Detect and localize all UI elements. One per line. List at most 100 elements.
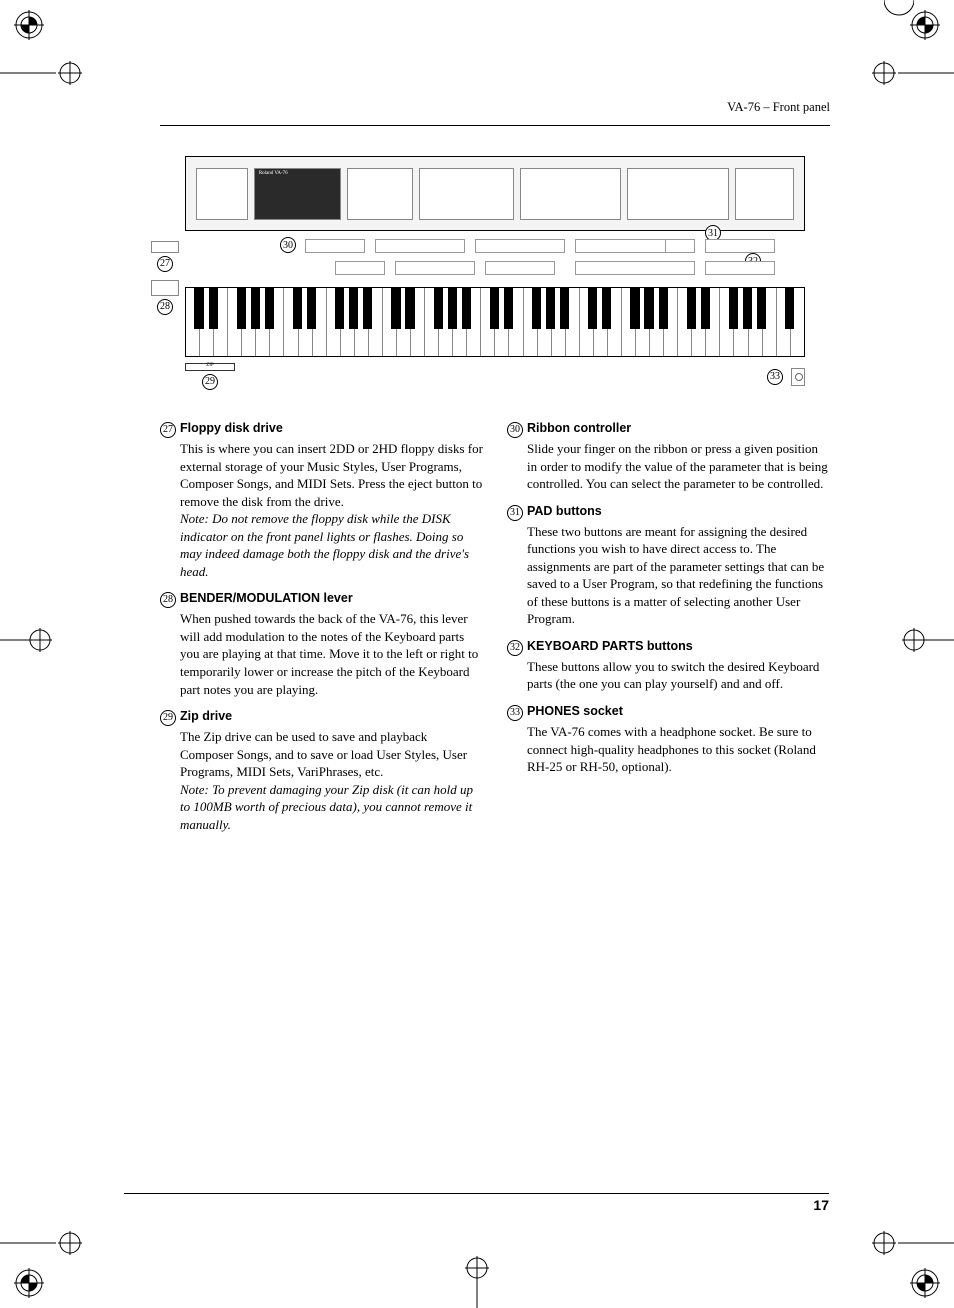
piano-black-key: [490, 288, 499, 329]
right-column: 30Ribbon controller Slide your finger on …: [507, 420, 830, 843]
callout-33: 33: [767, 369, 783, 385]
piano-black-key: [532, 288, 541, 329]
crosshair-left-top: [0, 58, 90, 88]
bender-mini-icon: [151, 280, 179, 296]
piano-black-key: [194, 288, 203, 329]
page-content: VA-76 – Front panel 27 28 Roland VA-76: [160, 100, 830, 843]
crosshair-bottom-center: [462, 1248, 492, 1308]
piano-black-key: [687, 288, 696, 329]
entry-note: Note: To prevent damaging your Zip disk …: [180, 781, 483, 834]
entry-title: Ribbon controller: [527, 420, 631, 437]
piano-black-key: [265, 288, 274, 329]
entry-title: BENDER/MODULATION lever: [180, 590, 353, 607]
entry: 28BENDER/MODULATION lever When pushed tow…: [160, 590, 483, 698]
panel-bottom-row: 29 33: [185, 363, 805, 390]
piano-key: [327, 288, 341, 356]
piano-black-key: [448, 288, 457, 329]
piano-black-key: [588, 288, 597, 329]
piano-black-key: [785, 288, 794, 329]
entry-body: These buttons allow you to switch the de…: [527, 658, 830, 693]
piano-black-key: [729, 288, 738, 329]
piano-key: [383, 288, 397, 356]
entry-body: The Zip drive can be used to save and pl…: [180, 728, 483, 833]
piano-key: [720, 288, 734, 356]
entry-number: 30: [507, 422, 523, 438]
callout-30: 30: [280, 237, 296, 253]
entry: 32KEYBOARD PARTS buttons These buttons al…: [507, 638, 830, 693]
entry-text: The Zip drive can be used to save and pl…: [180, 728, 483, 781]
piano-black-key: [757, 288, 766, 329]
page-header-title: VA-76 – Front panel: [160, 100, 830, 115]
piano-black-key: [546, 288, 555, 329]
piano-black-key: [363, 288, 372, 329]
entry-number: 28: [160, 592, 176, 608]
piano-black-key: [405, 288, 414, 329]
entry-text: The VA-76 comes with a headphone socket.…: [527, 723, 830, 776]
piano-key: [228, 288, 242, 356]
crosshair-left-mid: [0, 625, 60, 655]
piano-black-key: [349, 288, 358, 329]
entry-number: 32: [507, 640, 523, 656]
piano-black-key: [209, 288, 218, 329]
crosshair-right-mid: [894, 625, 954, 655]
piano-black-key: [237, 288, 246, 329]
regmark-br: [910, 1268, 940, 1298]
entry-title: KEYBOARD PARTS buttons: [527, 638, 693, 655]
phones-mini-icon: [791, 368, 805, 386]
keyboard-keys: [185, 287, 805, 357]
entry-text: This is where you can insert 2DD or 2HD …: [180, 440, 483, 510]
entry: 31PAD buttons These two buttons are meant…: [507, 503, 830, 628]
regmark-tl: [14, 10, 44, 40]
piano-black-key: [644, 288, 653, 329]
header-rule: [160, 125, 830, 126]
piano-black-key: [434, 288, 443, 329]
entry-number: 27: [160, 422, 176, 438]
callout-29: 29: [202, 374, 218, 390]
crosshair-left-bot: [0, 1228, 90, 1258]
entry-note: Note: Do not remove the floppy disk whil…: [180, 510, 483, 580]
piano-black-key: [307, 288, 316, 329]
keyboard-panel-illustration: 27 28 Roland VA-76 30 31: [185, 156, 805, 390]
piano-key: [777, 288, 791, 356]
entry-title: PAD buttons: [527, 503, 602, 520]
body-columns: 27Floppy disk drive This is where you can…: [160, 420, 830, 843]
piano-black-key: [504, 288, 513, 329]
entry-text: When pushed towards the back of the VA-7…: [180, 610, 483, 698]
entry-text: These buttons allow you to switch the de…: [527, 658, 830, 693]
piano-black-key: [602, 288, 611, 329]
piano-key: [481, 288, 495, 356]
entry-title: Zip drive: [180, 708, 232, 725]
entry-number: 33: [507, 705, 523, 721]
piano-key: [524, 288, 538, 356]
entry-body: Slide your finger on the ribbon or press…: [527, 440, 830, 493]
piano-black-key: [659, 288, 668, 329]
callout-28: 28: [157, 299, 173, 315]
entry-text: Slide your finger on the ribbon or press…: [527, 440, 830, 493]
piano-black-key: [743, 288, 752, 329]
left-callouts: 27 28: [145, 241, 185, 323]
panel-top-row: Roland VA-76: [185, 156, 805, 231]
piano-black-key: [462, 288, 471, 329]
entry-body: These two buttons are meant for assignin…: [527, 523, 830, 628]
piano-key: [622, 288, 636, 356]
footer-rule: [124, 1193, 829, 1194]
piano-black-key: [391, 288, 400, 329]
brand-label: Roland VA-76: [255, 169, 340, 178]
zip-slot-icon: [185, 363, 235, 371]
page-number: 17: [813, 1197, 829, 1213]
piano-black-key: [630, 288, 639, 329]
entry-body: This is where you can insert 2DD or 2HD …: [180, 440, 483, 580]
crosshair-right-top: [864, 58, 954, 88]
entry: 30Ribbon controller Slide your finger on …: [507, 420, 830, 493]
entry-title: Floppy disk drive: [180, 420, 283, 437]
entry-text: These two buttons are meant for assignin…: [527, 523, 830, 628]
callout-27: 27: [157, 256, 173, 272]
entry-body: When pushed towards the back of the VA-7…: [180, 610, 483, 698]
entry: 29Zip driveThe Zip drive can be used to …: [160, 708, 483, 833]
crosshair-right-bot: [864, 1228, 954, 1258]
entry-number: 31: [507, 505, 523, 521]
piano-key: [186, 288, 200, 356]
panel-mid-row: 30 31 32: [185, 235, 805, 283]
top-arc-indicator: [884, 0, 914, 20]
entry-title: PHONES socket: [527, 703, 623, 720]
